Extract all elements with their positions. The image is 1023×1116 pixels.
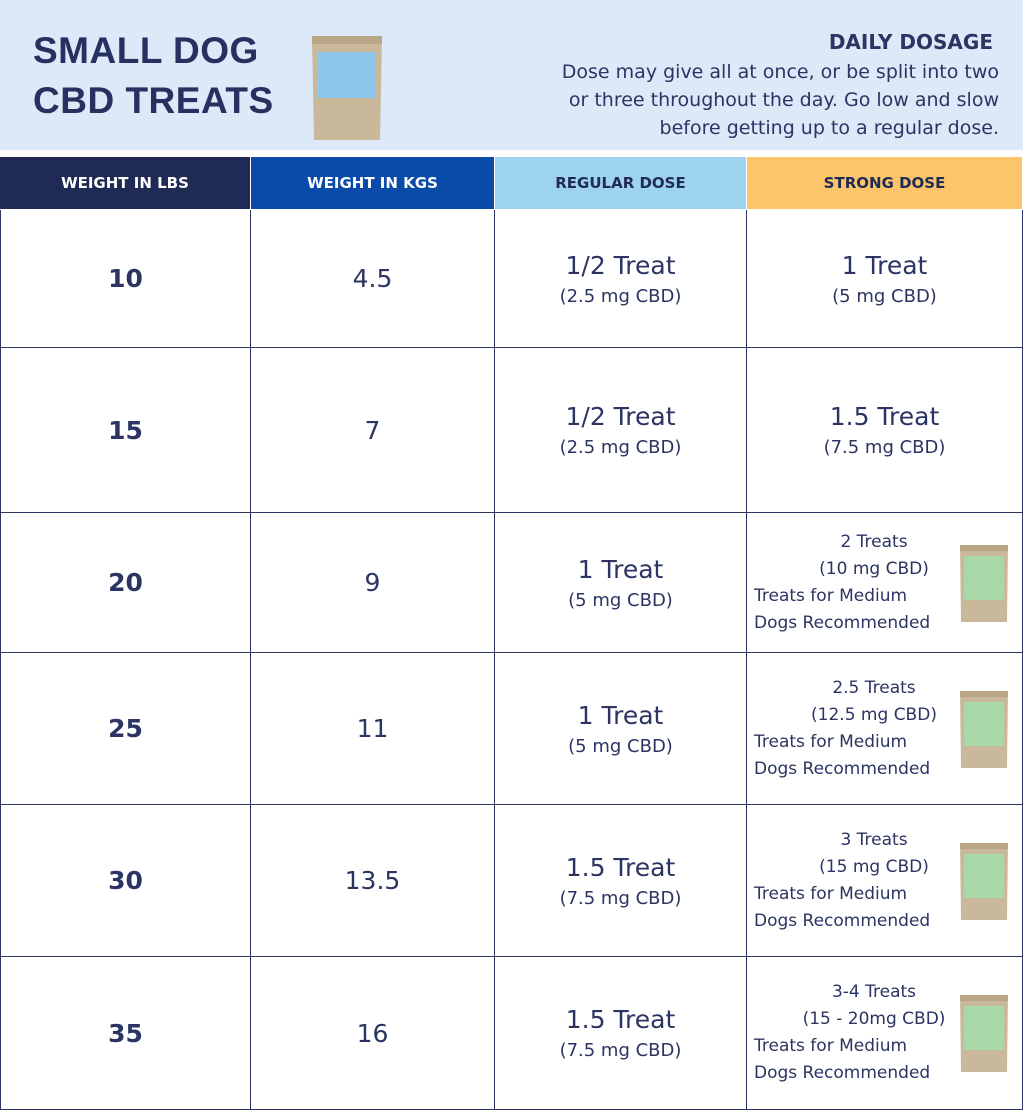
strong-dose: 2.5 Treats (12.5 mg CBD) Treats for Medium… bbox=[747, 653, 1023, 805]
product-image bbox=[960, 842, 1008, 920]
dose-mg: (12.5 mg CBD) bbox=[811, 704, 937, 725]
dose-block: 2.5 Treats (12.5 mg CBD) Treats for Medium… bbox=[747, 675, 954, 783]
note: Treats for Medium bbox=[754, 1036, 908, 1056]
strong-dose: 3-4 Treats (15 - 20mg CBD) Treats for Medi… bbox=[747, 957, 1023, 1110]
dose-mg: (10 mg CBD) bbox=[819, 558, 929, 579]
product-image bbox=[960, 995, 1008, 1072]
weight-kgs: 16 bbox=[251, 957, 495, 1110]
note: Dogs Recommended bbox=[754, 1063, 931, 1083]
dose: 1/2 Treat bbox=[565, 250, 676, 280]
note: Dogs Recommended bbox=[754, 910, 931, 931]
product-image bbox=[960, 690, 1008, 768]
column-header: WEIGHT IN LBS bbox=[0, 157, 251, 210]
dose: 1 Treat bbox=[577, 554, 664, 584]
title: SMALL DOG bbox=[33, 30, 259, 71]
strong-dose: 1.5 Treat (7.5 mg CBD) bbox=[747, 348, 1023, 513]
strong-dose: 3 Treats (15 mg CBD) Treats for Medium Dogs… bbox=[747, 805, 1023, 957]
product-image bbox=[312, 36, 382, 140]
regular-dose: 1/2 Treat (2.5 mg CBD) bbox=[495, 348, 747, 513]
dose-mg: (15 mg CBD) bbox=[819, 856, 929, 877]
regular-dose: 1 Treat (5 mg CBD) bbox=[495, 513, 747, 653]
dose: 3 Treats bbox=[840, 829, 908, 850]
dose-mg: (5 mg CBD) bbox=[568, 589, 673, 611]
dosage-title: DAILY DOSAGE bbox=[828, 30, 993, 54]
weight-lbs: 20 bbox=[0, 513, 251, 653]
weight-lbs: 15 bbox=[0, 348, 251, 513]
dose: 1/2 Treat bbox=[565, 402, 676, 431]
dose: 3-4 Treats bbox=[831, 982, 917, 1002]
weight-lbs: 35 bbox=[0, 957, 251, 1110]
weight-kgs: 4.5 bbox=[251, 210, 495, 348]
note: Dogs Recommended bbox=[754, 612, 931, 633]
dosage-text: Dose may give all at once, or be split i… bbox=[561, 61, 999, 83]
dose-block: 2 Treats (10 mg CBD) Treats for Medium Dogs… bbox=[747, 529, 954, 637]
note: Treats for Medium bbox=[754, 883, 908, 904]
title: CBD TREATS bbox=[33, 80, 274, 121]
dose-mg: (7.5 mg CBD) bbox=[823, 437, 946, 458]
dose: 1.5 Treat bbox=[565, 852, 676, 882]
dose: 2.5 Treats bbox=[832, 677, 916, 698]
product-image bbox=[960, 544, 1008, 622]
dosage-text: or three throughout the day. Go low and … bbox=[568, 89, 999, 111]
column-header: WEIGHT IN KGS bbox=[251, 157, 495, 210]
weight-kgs: 13.5 bbox=[251, 805, 495, 957]
note: Dogs Recommended bbox=[754, 758, 931, 779]
regular-dose: 1/2 Treat (2.5 mg CBD) bbox=[495, 210, 747, 348]
dose-mg: (7.5 mg CBD) bbox=[559, 887, 682, 909]
dose: 1.5 Treat bbox=[565, 1005, 676, 1034]
weight-lbs: 25 bbox=[0, 653, 251, 805]
weight-lbs: 10 bbox=[0, 210, 251, 348]
dose: 1 Treat bbox=[841, 250, 928, 280]
dose: 1.5 Treat bbox=[829, 402, 940, 431]
dose-mg: (2.5 mg CBD) bbox=[559, 285, 682, 307]
dose-mg: (5 mg CBD) bbox=[832, 285, 937, 307]
column-header: REGULAR DOSE bbox=[495, 157, 747, 210]
dosage-text: before getting up to a regular dose. bbox=[659, 117, 999, 139]
weight-kgs: 7 bbox=[251, 348, 495, 513]
weight-lbs: 30 bbox=[0, 805, 251, 957]
note: Treats for Medium bbox=[754, 731, 908, 752]
strong-dose: 1 Treat (5 mg CBD) bbox=[747, 210, 1023, 348]
dose: 1 Treat bbox=[577, 700, 664, 730]
regular-dose: 1.5 Treat (7.5 mg CBD) bbox=[495, 957, 747, 1110]
header: SMALL DOG CBD TREATS DAILY DOSAGE Dose m… bbox=[0, 0, 1023, 150]
dose: 2 Treats bbox=[840, 531, 908, 552]
dose-block: 3 Treats (15 mg CBD) Treats for Medium Dogs… bbox=[747, 827, 954, 935]
dose-block: 3-4 Treats (15 - 20mg CBD) Treats for Medi… bbox=[747, 979, 954, 1087]
note: Treats for Medium bbox=[754, 585, 908, 606]
column-header: STRONG DOSE bbox=[747, 157, 1023, 210]
regular-dose: 1 Treat (5 mg CBD) bbox=[495, 653, 747, 805]
dose-mg: (2.5 mg CBD) bbox=[559, 437, 682, 458]
regular-dose: 1.5 Treat (7.5 mg CBD) bbox=[495, 805, 747, 957]
dose-mg: (7.5 mg CBD) bbox=[559, 1040, 682, 1061]
dose-mg: (5 mg CBD) bbox=[568, 735, 673, 757]
strong-dose: 2 Treats (10 mg CBD) Treats for Medium Dogs… bbox=[747, 513, 1023, 653]
weight-kgs: 11 bbox=[251, 653, 495, 805]
weight-kgs: 9 bbox=[251, 513, 495, 653]
dose-mg: (15 - 20mg CBD) bbox=[802, 1009, 946, 1029]
